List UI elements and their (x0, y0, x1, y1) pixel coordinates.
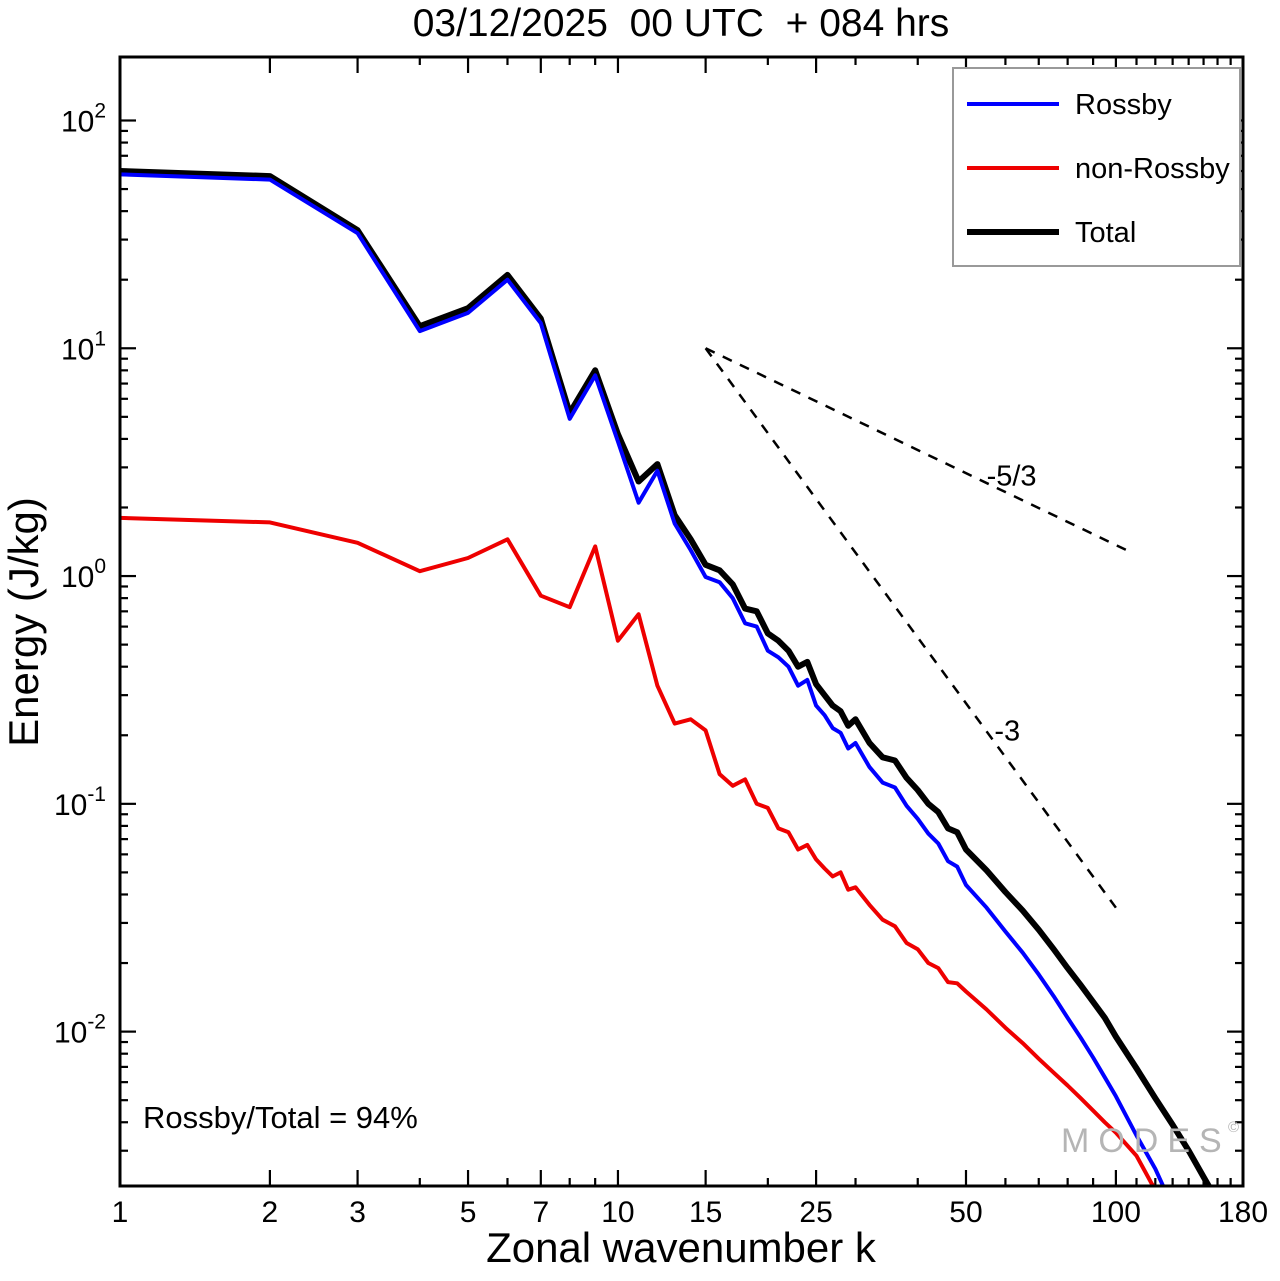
x-tick-label: 7 (532, 1196, 549, 1229)
x-tick-label: 2 (262, 1196, 279, 1229)
modes-watermark: MODES (1061, 1122, 1231, 1160)
x-tick-label: 5 (460, 1196, 477, 1229)
y-tick-labels: 102 101 100 10-1 10-2 (54, 99, 106, 1049)
x-tick-label: 25 (799, 1196, 832, 1229)
x-tick-label: 100 (1091, 1196, 1141, 1229)
y-tick-label: 10-1 (54, 783, 106, 822)
legend: Rossby non-Rossby Total (952, 67, 1241, 267)
x-tick-labels: 1 2 3 5 7 10 15 25 50 100 180 (112, 1196, 1268, 1229)
slope-reference-line-53 (705, 347, 1127, 552)
legend-label-non-rossby: non-Rossby (1075, 153, 1230, 185)
y-tick-label: 102 (61, 99, 106, 138)
slope-label: -5/3 (987, 460, 1037, 492)
chart-title: 03/12/2025 00 UTC + 084 hrs (413, 2, 950, 45)
y-tick-label: 100 (61, 555, 106, 594)
x-tick-label: 10 (601, 1196, 634, 1229)
x-tick-label: 180 (1218, 1196, 1268, 1229)
y-tick-label: 101 (61, 327, 106, 366)
plot-border (118, 55, 1245, 1188)
series-line-non-rossby (120, 515, 1157, 1186)
legend-label-rossby: Rossby (1075, 89, 1172, 121)
x-tick-label: 3 (349, 1196, 366, 1229)
y-axis-title: Energy (J/kg) (0, 497, 47, 747)
slope-label: -3 (994, 715, 1020, 747)
plot-frame (118, 55, 1245, 1188)
reference-slope-lines: -5/3 -3 (704, 347, 1127, 909)
rossby-total-ratio-annotation: Rossby/Total = 94% (143, 1100, 418, 1135)
slope-reference-line-3 (704, 347, 1117, 909)
modes-watermark-copyright-icon: © (1228, 1119, 1239, 1136)
series-line-rossby (120, 172, 1166, 1186)
y-tick-label: 10-2 (54, 1011, 106, 1050)
x-axis-title: Zonal wavenumber k (486, 1224, 877, 1271)
x-tick-label: 1 (112, 1196, 129, 1229)
data-series-lines (120, 168, 1213, 1186)
x-tick-label: 15 (689, 1196, 722, 1229)
legend-label-total: Total (1075, 217, 1136, 249)
series-line-total (120, 168, 1213, 1186)
x-tick-label: 50 (949, 1196, 982, 1229)
